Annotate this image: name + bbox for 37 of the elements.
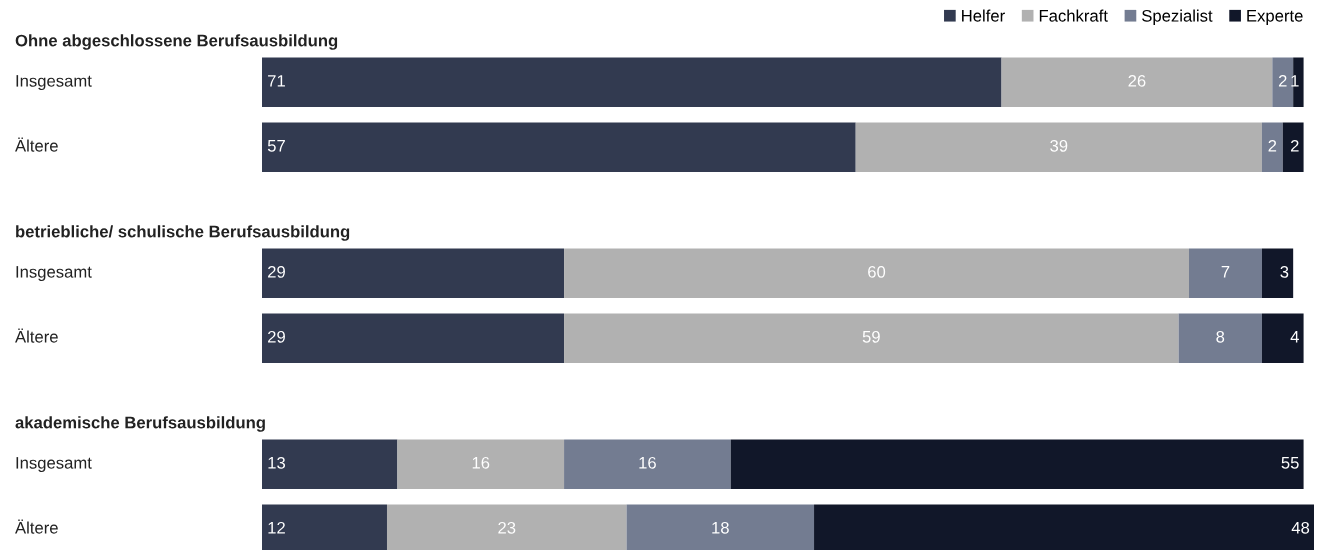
data-label: 12 bbox=[268, 521, 285, 534]
data-label: 39 bbox=[1050, 139, 1068, 152]
legend-label: Spezialist bbox=[1142, 9, 1213, 26]
y-tick-label: Insgesamt bbox=[16, 457, 92, 473]
data-label: 16 bbox=[472, 456, 490, 469]
data-label: 2 bbox=[1290, 139, 1299, 152]
y-tick-label: akademische Berufsausbildung bbox=[15, 416, 265, 432]
y-tick-label: betriebliche/ schulische Berufsausbildung bbox=[16, 225, 350, 241]
data-label: 60 bbox=[868, 265, 886, 278]
data-label: 71 bbox=[268, 75, 285, 87]
y-tick-label: Ältere bbox=[15, 328, 58, 343]
data-label: 16 bbox=[639, 456, 656, 469]
data-label: 7 bbox=[1221, 266, 1230, 278]
data-label: 3 bbox=[1280, 265, 1289, 278]
data-label: 2 bbox=[1278, 74, 1287, 87]
data-label: 29 bbox=[268, 265, 285, 278]
data-label: 8 bbox=[1216, 330, 1225, 343]
data-label: 59 bbox=[862, 330, 880, 343]
legend-label: Fachkraft bbox=[1039, 9, 1108, 22]
y-tick-label: Insgesamt bbox=[16, 266, 92, 282]
data-label: 4 bbox=[1290, 331, 1299, 343]
y-tick-label: Insgesamt bbox=[16, 75, 92, 91]
data-label: 2 bbox=[1268, 139, 1277, 152]
y-tick-label: Ältere bbox=[15, 137, 58, 152]
legend-label: Experte bbox=[1247, 10, 1303, 26]
data-label: 55 bbox=[1281, 457, 1299, 469]
data-label: 1 bbox=[1291, 75, 1299, 87]
data-label: 18 bbox=[712, 521, 729, 534]
y-tick-label: Ohne abgeschlossene Berufsausbildung bbox=[15, 34, 338, 50]
y-tick-label: Ältere bbox=[15, 519, 58, 534]
data-label: 13 bbox=[268, 456, 286, 469]
data-label: 48 bbox=[1291, 521, 1310, 534]
legend-label: Helfer bbox=[962, 9, 1005, 22]
data-label: 26 bbox=[1128, 74, 1146, 87]
data-label: 23 bbox=[498, 521, 516, 534]
data-label: 57 bbox=[267, 140, 285, 152]
data-label: 29 bbox=[268, 330, 285, 343]
